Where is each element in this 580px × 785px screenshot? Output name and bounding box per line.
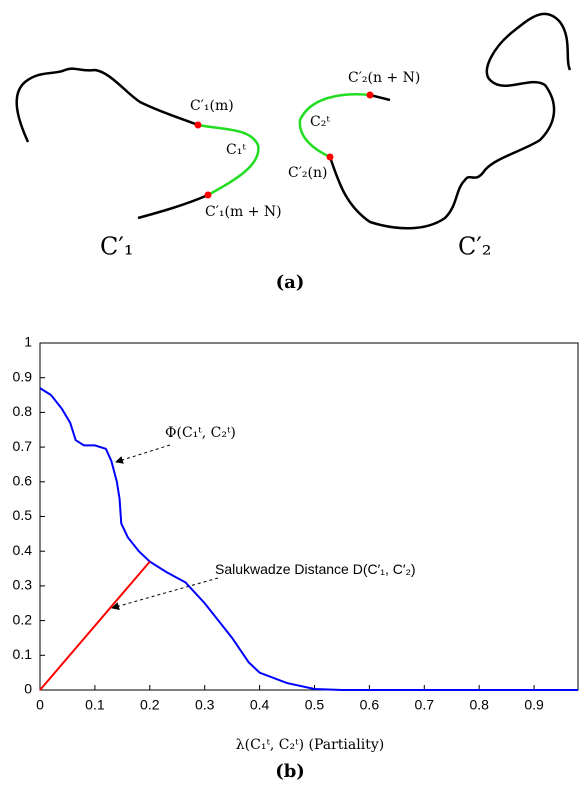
- point: [204, 191, 212, 199]
- x-tick-label: 0.2: [140, 697, 160, 713]
- x-tick-label: 0.3: [195, 697, 215, 713]
- x-tick-label: 0.1: [85, 697, 105, 713]
- y-tick-label: 0.4: [13, 542, 33, 558]
- x-tick-label: 0.6: [360, 697, 380, 713]
- x-axis-label: λ(C₁ᵗ, C₂ᵗ) (Partiality): [236, 737, 384, 753]
- y-tick-label: 0.1: [13, 646, 33, 662]
- curve-c1-tail: [137, 193, 209, 220]
- x-tick-label: 0.8: [469, 697, 489, 713]
- annotation: Salukwadze Distance D(C′₁, C′₂): [215, 561, 416, 577]
- x-tick-label: 0.9: [524, 697, 544, 713]
- annotation-text: Salukwadze Distance D(C′₁, C′₂): [215, 561, 416, 577]
- panel-label: (a): [276, 272, 305, 293]
- point: [194, 121, 202, 129]
- x-tick-label: 0.4: [250, 697, 270, 713]
- panel-label: (b): [275, 761, 305, 782]
- label: C′₁(m): [190, 98, 234, 114]
- curve-c2: [328, 12, 572, 230]
- y-tick-label: 0.6: [13, 473, 33, 489]
- label: C′₂(n + N): [348, 70, 420, 86]
- y-tick-label: 0.9: [13, 368, 33, 384]
- label: C′₂(n): [288, 165, 327, 181]
- panel-a: [15, 12, 572, 230]
- point: [326, 153, 334, 161]
- curve-c2-part: [298, 93, 371, 159]
- curve-c1-part: [197, 123, 260, 197]
- x-tick-label: 0.5: [305, 697, 325, 713]
- arrow: [115, 444, 171, 464]
- line: [39, 560, 151, 691]
- y-tick-label: 0: [24, 681, 32, 697]
- x-tick-label: 0: [36, 697, 44, 713]
- label: C₁ᵗ: [226, 142, 246, 158]
- y-tick-label: 0.7: [13, 438, 33, 454]
- line: [39, 387, 578, 691]
- label: C₂ᵗ: [310, 114, 330, 130]
- curve-c1: [15, 67, 199, 143]
- label: C′₁(m + N): [205, 204, 282, 220]
- y-tick-label: 0.3: [13, 577, 33, 593]
- label: C′₁: [100, 233, 133, 261]
- y-tick-label: 1: [24, 334, 32, 350]
- annotation: Φ(C₁ᵗ, C₂ᵗ): [165, 425, 236, 441]
- arrow: [111, 577, 219, 610]
- y-tick-label: 0.8: [13, 403, 33, 419]
- label: C′₂: [458, 233, 491, 261]
- point: [366, 91, 374, 99]
- y-tick-label: 0.5: [13, 507, 33, 523]
- x-tick-label: 0.7: [415, 697, 435, 713]
- y-tick-label: 0.2: [13, 611, 33, 627]
